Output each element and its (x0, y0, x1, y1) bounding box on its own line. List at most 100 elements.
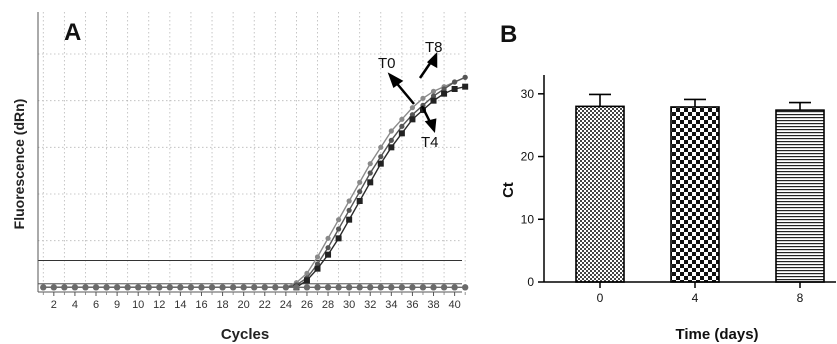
annotation-t8: T8 (425, 39, 443, 56)
data-point (187, 284, 195, 291)
data-point (304, 270, 310, 276)
data-point (409, 284, 416, 291)
panel-a-x-ticks: 2 4 6 9 10 12 14 16 18 20 22 24 26 28 30 32 34 36 38 40 (42, 292, 466, 311)
y-tick-label: 10 (521, 212, 535, 226)
panel-a-amplification-plot: A 2 4 6 9 10 12 14 16 18 20 22 24 26 28 30 32 34 36 38 40 C… (11, 12, 469, 343)
x-tick-label: 34 (385, 299, 397, 311)
bar (575, 105, 625, 283)
x-tick-label: 6 (93, 299, 99, 311)
data-point (378, 144, 384, 150)
data-point (346, 216, 353, 223)
x-tick-label: 4 (692, 291, 699, 305)
data-point (219, 284, 226, 291)
data-point (451, 86, 458, 92)
arrowhead-t0 (387, 72, 404, 88)
data-point (134, 284, 142, 291)
x-tick-label: 24 (280, 299, 292, 311)
panel-a-x-axis-label: Cycles (221, 326, 269, 343)
bar (670, 106, 720, 283)
data-point (462, 83, 469, 90)
data-point (430, 88, 437, 94)
data-point (61, 284, 68, 291)
data-point (314, 284, 321, 291)
data-point (357, 179, 363, 185)
data-point (314, 254, 321, 260)
data-point (430, 93, 437, 99)
data-point (430, 97, 437, 104)
data-point (229, 284, 237, 291)
data-point (166, 284, 174, 291)
data-point (388, 128, 394, 134)
data-point (399, 116, 405, 122)
x-tick-label: 22 (259, 299, 271, 311)
x-tick-label: 36 (406, 299, 418, 311)
panel-a-grid (38, 12, 466, 292)
data-point (409, 105, 416, 111)
data-point (325, 235, 331, 241)
data-point (356, 284, 363, 291)
data-point (156, 284, 163, 291)
x-tick-label: 40 (448, 299, 460, 311)
data-point (419, 284, 427, 291)
data-point (346, 198, 352, 204)
data-point (314, 261, 321, 267)
data-point (367, 161, 373, 167)
data-point (335, 226, 342, 232)
x-tick-label: 30 (343, 299, 355, 311)
data-point (325, 245, 331, 251)
x-tick-label: 38 (427, 299, 439, 311)
data-point (272, 284, 279, 291)
data-point (420, 95, 426, 101)
data-point (388, 144, 395, 151)
data-point (324, 284, 332, 291)
data-point (452, 79, 458, 85)
panel-b-label: B (500, 21, 517, 48)
data-point (367, 179, 374, 186)
data-point (40, 284, 47, 291)
data-point (240, 284, 247, 291)
data-point (346, 207, 352, 213)
panel-a-series-group (40, 74, 469, 291)
data-point (198, 284, 205, 291)
x-tick-label: 9 (114, 299, 120, 311)
data-point (430, 284, 437, 291)
x-tick-label: 8 (797, 291, 804, 305)
panel-b-bars (575, 93, 825, 283)
data-point (441, 86, 447, 92)
data-point (357, 189, 363, 195)
x-tick-label: 26 (301, 299, 313, 311)
data-point (367, 284, 374, 291)
x-tick-label: 20 (238, 299, 250, 311)
data-point (50, 284, 58, 291)
data-point (303, 284, 311, 291)
x-tick-label: 10 (132, 299, 144, 311)
panel-a-y-axis-label: Fluorescence (dRn) (11, 99, 27, 230)
annotation-arrows (387, 51, 438, 133)
x-tick-label: 32 (364, 299, 376, 311)
arrowhead-t8 (426, 51, 438, 69)
data-point (335, 217, 342, 223)
annotation-t4: T4 (421, 134, 439, 151)
x-tick-label: 4 (72, 299, 78, 311)
data-point (208, 284, 216, 291)
data-point (293, 284, 300, 291)
x-tick-label: 18 (216, 299, 228, 311)
panel-b-x-axis-label: Time (days) (675, 326, 758, 343)
data-point (113, 284, 121, 291)
data-point (399, 123, 405, 129)
y-tick-label: 0 (527, 275, 534, 289)
x-tick-label: 2 (51, 299, 57, 311)
data-point (92, 284, 100, 291)
annotation-t0: T0 (378, 55, 396, 72)
data-point (261, 284, 268, 291)
panel-b-ct-bar-chart: B 0 10 20 30 0 4 8 Ct Time (days) (500, 21, 836, 343)
data-point (367, 170, 373, 176)
data-point (398, 284, 406, 291)
data-point (124, 284, 131, 291)
data-point (314, 265, 321, 272)
data-point (356, 198, 363, 204)
data-point (377, 284, 384, 291)
data-point (440, 284, 448, 291)
data-point (441, 90, 448, 97)
bar (775, 109, 825, 283)
